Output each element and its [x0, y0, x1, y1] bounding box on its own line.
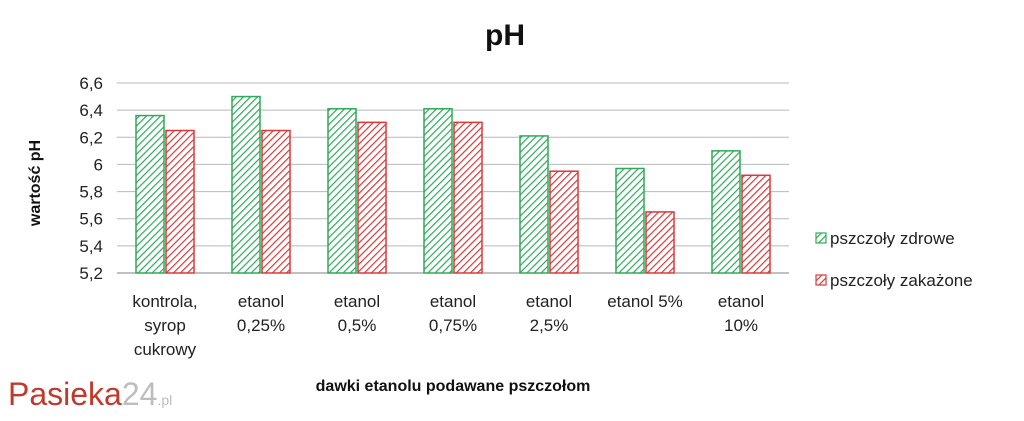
y-axis-ticks: 5,2 5,4 5,6 5,8 6 6,2 6,4 6,6 [79, 74, 103, 283]
x-category-label: 0,25% [237, 316, 285, 335]
x-category-label: syrop [144, 316, 186, 335]
bar-healthy [423, 108, 453, 274]
y-tick-label: 5,6 [79, 210, 103, 229]
x-category-label: etanol [526, 292, 572, 311]
x-category-label: etanol [430, 292, 476, 311]
y-tick-label: 5,8 [79, 183, 103, 202]
x-category-label: 0,75% [429, 316, 477, 335]
x-axis-categories: kontrola, syrop cukrowy etanol 0,25% etanol 0,… [132, 292, 764, 359]
x-category-label: 10% [724, 316, 758, 335]
svg-text:Pasieka24.pl: Pasieka24.pl [8, 376, 172, 412]
bar-infected [261, 129, 291, 274]
legend-swatch [815, 232, 827, 244]
legend-label: pszczoły zdrowe [830, 229, 955, 248]
bar-infected [165, 129, 195, 274]
bars [135, 95, 771, 274]
y-tick-label: 6,2 [79, 128, 103, 147]
gridlines [117, 82, 789, 274]
x-category-label: etanol [718, 292, 764, 311]
bar-healthy [327, 108, 357, 274]
x-category-label: cukrowy [134, 340, 197, 359]
y-tick-label: 6 [94, 155, 103, 174]
legend: pszczoły zdrowe pszczoły zakażone [815, 229, 973, 290]
bar-infected [741, 174, 771, 274]
x-category-label: etanol [334, 292, 380, 311]
bar-infected [549, 170, 579, 274]
bar-healthy [135, 114, 165, 274]
y-tick-label: 6,6 [79, 74, 103, 93]
bar-infected [645, 211, 675, 274]
chart-title: pH [485, 19, 525, 52]
legend-swatch [815, 274, 827, 286]
x-axis-label: dawki etanolu podawane pszczołom [316, 378, 591, 395]
bar-healthy [231, 95, 261, 274]
x-category-label: etanol [238, 292, 284, 311]
bar-healthy [519, 135, 549, 274]
bar-infected [453, 121, 483, 274]
x-category-label: 0,5% [338, 316, 377, 335]
y-tick-label: 6,4 [79, 101, 103, 120]
watermark-logo: Pasieka24.pl [8, 376, 172, 412]
x-category-label: kontrola, [132, 292, 197, 311]
y-tick-label: 5,4 [79, 237, 103, 256]
legend-label: pszczoły zakażone [830, 271, 973, 290]
x-category-label: 2,5% [530, 316, 569, 335]
bar-healthy [711, 150, 741, 274]
bar-infected [357, 121, 387, 274]
bar-healthy [615, 167, 645, 274]
x-category-label: etanol 5% [607, 292, 683, 311]
y-axis-label: wartość pH [27, 140, 44, 227]
y-tick-label: 5,2 [79, 264, 103, 283]
